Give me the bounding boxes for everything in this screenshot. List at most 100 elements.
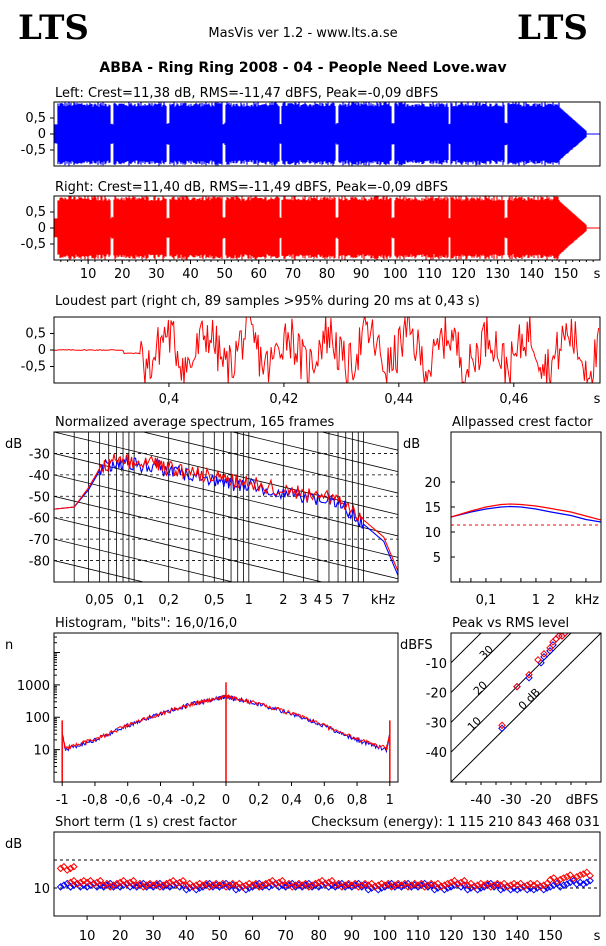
short-term-point bbox=[89, 880, 98, 888]
histogram-xtick-label: 1 bbox=[386, 793, 394, 808]
short-term-point bbox=[232, 885, 240, 894]
crest-series-0 bbox=[451, 505, 601, 523]
short-term-point bbox=[189, 883, 197, 891]
right-channel-xtick-label: 70 bbox=[285, 267, 302, 282]
short-term-point bbox=[298, 881, 307, 890]
short-term-point bbox=[328, 876, 336, 885]
left-channel-ytick-label: -0,5 bbox=[21, 143, 46, 158]
short-term-point bbox=[430, 885, 439, 894]
short-term-point bbox=[308, 881, 316, 890]
short-term-xtick-label: 10 bbox=[79, 929, 96, 944]
short-term-point bbox=[457, 878, 465, 887]
peak-rms-ytick-label: -10 bbox=[426, 657, 447, 672]
peak-rms-diagonal-label: 30 bbox=[477, 643, 496, 662]
peak-rms-ytick-label: -40 bbox=[426, 746, 447, 761]
short-term-point bbox=[430, 881, 439, 890]
short-term-point bbox=[381, 881, 389, 890]
short-term-point bbox=[559, 881, 568, 890]
short-term-ytick-label: 10 bbox=[33, 882, 50, 897]
short-term-point bbox=[288, 883, 297, 891]
short-term-xtick-label: 110 bbox=[406, 929, 431, 944]
crest-series-1 bbox=[451, 503, 601, 521]
short-term-point bbox=[261, 879, 270, 888]
spectrum-diagonal bbox=[54, 432, 398, 515]
loudest-part-xtick-label: 0,4 bbox=[159, 392, 180, 407]
short-term-point bbox=[192, 881, 201, 890]
short-term-point bbox=[493, 879, 502, 888]
short-term-point bbox=[371, 883, 379, 891]
header: LTS MasVis ver 1.2 - www.lts.a.se LTS AB… bbox=[0, 0, 606, 80]
spectrum-xtick-label: 0,05 bbox=[85, 593, 114, 608]
crest-ytick-label: 20 bbox=[424, 476, 441, 491]
short-term-point bbox=[496, 881, 505, 890]
short-term-point bbox=[543, 879, 551, 888]
short-term-point bbox=[129, 876, 138, 885]
spectrum-xtick-label: 0,2 bbox=[158, 593, 179, 608]
short-term-point bbox=[410, 879, 419, 888]
short-term-point bbox=[278, 876, 287, 885]
short-term-point bbox=[496, 885, 505, 894]
spectrum-ytick-label: -40 bbox=[29, 469, 50, 484]
spectrum-xtick-label: 0,1 bbox=[124, 593, 145, 608]
spectrum-diagonal bbox=[54, 325, 398, 408]
short-term-xtick-label: 120 bbox=[439, 929, 464, 944]
peak-rms-xtick-label: -40 bbox=[470, 793, 491, 808]
short-term-point bbox=[232, 881, 240, 890]
loudest-part-signal bbox=[54, 317, 600, 383]
short-term-point bbox=[427, 879, 436, 888]
short-term-point bbox=[70, 862, 78, 871]
short-term-point bbox=[73, 880, 81, 888]
left-channel-title: Left: Crest=11,38 dB, RMS=-11,47 dBFS, P… bbox=[55, 86, 438, 101]
short-term-point bbox=[96, 876, 105, 885]
short-term-point bbox=[407, 881, 416, 890]
peak-rms-diagonal bbox=[451, 633, 512, 694]
short-term-point bbox=[162, 879, 171, 888]
short-term-point bbox=[132, 881, 141, 890]
spectrum-xunit: kHz bbox=[371, 593, 395, 608]
short-term-point bbox=[146, 879, 154, 888]
spectrum-diagonal bbox=[230, 432, 398, 473]
short-term-point bbox=[404, 883, 412, 891]
short-term-point bbox=[573, 872, 581, 881]
short-term-point bbox=[265, 878, 273, 887]
peak-rms-point bbox=[534, 656, 542, 664]
crest-xunit: kHz bbox=[575, 593, 599, 608]
short-term-xtick-label: 50 bbox=[211, 929, 228, 944]
peak-rms-xunit: dBFS bbox=[566, 793, 599, 808]
peak-rms-diagonal bbox=[451, 633, 542, 724]
crest-ytick-label: 5 bbox=[433, 551, 441, 566]
peak-rms-diagonal-label: 10 bbox=[465, 714, 484, 733]
short-term-point bbox=[93, 878, 101, 887]
right-channel-xtick-label: 40 bbox=[182, 267, 199, 282]
peak-rms-point bbox=[513, 682, 521, 691]
short-term-point bbox=[460, 876, 469, 885]
spectrum-ytick-label: -50 bbox=[29, 490, 50, 505]
short-term-point bbox=[510, 879, 518, 888]
short-term-point bbox=[559, 874, 568, 882]
short-term-point bbox=[255, 883, 263, 891]
short-term-point bbox=[453, 880, 462, 888]
short-term-xtick-label: 150 bbox=[538, 929, 563, 944]
short-term-point bbox=[242, 881, 250, 890]
right-channel-xtick-label: 30 bbox=[148, 267, 165, 282]
short-term-xtick-label: 130 bbox=[472, 929, 497, 944]
left-channel-waveform bbox=[54, 102, 600, 166]
spectrum-ytick-label: -70 bbox=[29, 533, 50, 548]
peak-rms-point bbox=[525, 670, 533, 679]
short-term-point bbox=[238, 883, 247, 891]
checksum-label: Checksum (energy): 1 115 210 843 468 031 bbox=[311, 815, 600, 830]
short-term-point bbox=[172, 880, 181, 888]
crest-plot bbox=[451, 503, 601, 526]
peak-rms-diagonal bbox=[451, 633, 601, 782]
short-term-point bbox=[79, 876, 88, 885]
short-term-point bbox=[377, 879, 386, 888]
short-term-point bbox=[387, 883, 396, 891]
short-term-point bbox=[271, 880, 280, 888]
short-term-point bbox=[364, 885, 373, 894]
histogram-xtick-label: 0,8 bbox=[347, 793, 368, 808]
short-term-point bbox=[331, 881, 340, 890]
short-term-point bbox=[83, 878, 91, 887]
short-term-point bbox=[526, 879, 535, 888]
peak-rms-ylabel: dBFS bbox=[400, 638, 433, 653]
short-term-point bbox=[556, 875, 565, 884]
